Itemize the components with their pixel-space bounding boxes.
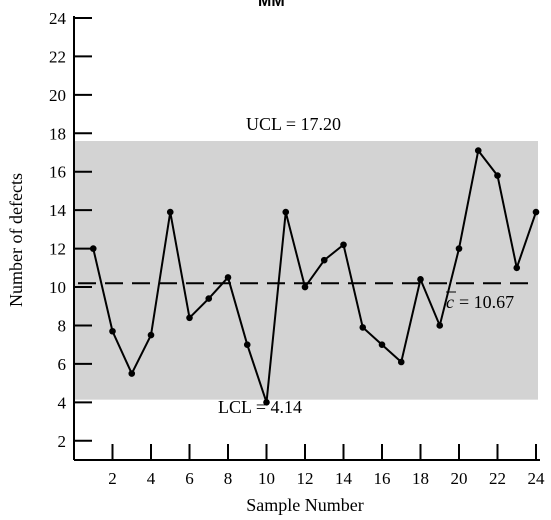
top-fragment-text: MM bbox=[258, 0, 285, 10]
data-points bbox=[89, 147, 540, 406]
data-point bbox=[166, 208, 174, 216]
x-tick-label: 4 bbox=[147, 469, 156, 488]
data-point bbox=[224, 274, 232, 281]
y-tick-label: 12 bbox=[49, 240, 66, 259]
data-point bbox=[263, 399, 270, 406]
x-tick-label: 18 bbox=[412, 469, 429, 488]
data-point bbox=[320, 256, 328, 264]
ucl-label: UCL = 17.20 bbox=[246, 114, 341, 134]
data-point bbox=[186, 314, 193, 322]
data-point bbox=[455, 245, 463, 252]
x-tick-label: 16 bbox=[374, 469, 391, 488]
center-line-value: = 10.67 bbox=[459, 292, 514, 312]
x-tick-label: 8 bbox=[224, 469, 233, 488]
x-tick-label: 22 bbox=[489, 469, 506, 488]
data-point bbox=[340, 241, 347, 249]
y-tick-label: 8 bbox=[58, 316, 67, 335]
x-tick-label: 20 bbox=[451, 469, 468, 488]
center-line-symbol: c bbox=[446, 292, 454, 312]
lcl-label: LCL = 4.14 bbox=[218, 397, 302, 417]
x-tick-label: 10 bbox=[258, 469, 275, 488]
center-line-label: c = 10.67 bbox=[446, 291, 514, 312]
x-axis-title: Sample Number bbox=[246, 495, 363, 515]
x-tick-label: 2 bbox=[108, 469, 117, 488]
y-tick-label: 20 bbox=[49, 86, 66, 105]
data-point bbox=[513, 264, 521, 272]
x-tick-label: 24 bbox=[528, 469, 546, 488]
data-point bbox=[532, 208, 540, 216]
data-point bbox=[494, 172, 501, 179]
data-point bbox=[147, 331, 155, 339]
data-point bbox=[282, 208, 290, 216]
y-tick-label: 24 bbox=[49, 9, 67, 28]
x-axis-ticks: 2 4 6 8 10 12 14 16 18 20 22 24 bbox=[108, 444, 545, 488]
y-tick-label: 18 bbox=[49, 124, 66, 143]
data-point bbox=[109, 327, 116, 335]
data-point bbox=[417, 276, 424, 283]
y-tick-label: 4 bbox=[58, 393, 67, 412]
x-tick-label: 14 bbox=[335, 469, 353, 488]
data-point bbox=[397, 358, 405, 366]
defects-series-line bbox=[92, 148, 537, 403]
y-axis-title: Number of defects bbox=[6, 173, 26, 307]
y-tick-label: 10 bbox=[49, 278, 66, 297]
data-point bbox=[436, 322, 444, 329]
data-point bbox=[378, 341, 386, 348]
control-limit-band bbox=[74, 140, 538, 400]
data-point bbox=[128, 370, 136, 377]
data-point bbox=[243, 341, 251, 348]
data-point bbox=[474, 147, 482, 154]
data-point bbox=[205, 295, 213, 302]
data-point bbox=[89, 245, 97, 252]
data-point bbox=[301, 283, 309, 291]
y-tick-label: 22 bbox=[49, 47, 66, 66]
data-point bbox=[359, 324, 367, 331]
y-tick-label: 14 bbox=[49, 201, 67, 220]
y-tick-label: 6 bbox=[58, 355, 67, 374]
x-tick-label: 6 bbox=[185, 469, 194, 488]
y-tick-label: 16 bbox=[49, 163, 66, 182]
y-tick-label: 2 bbox=[58, 432, 67, 451]
x-tick-label: 12 bbox=[297, 469, 314, 488]
